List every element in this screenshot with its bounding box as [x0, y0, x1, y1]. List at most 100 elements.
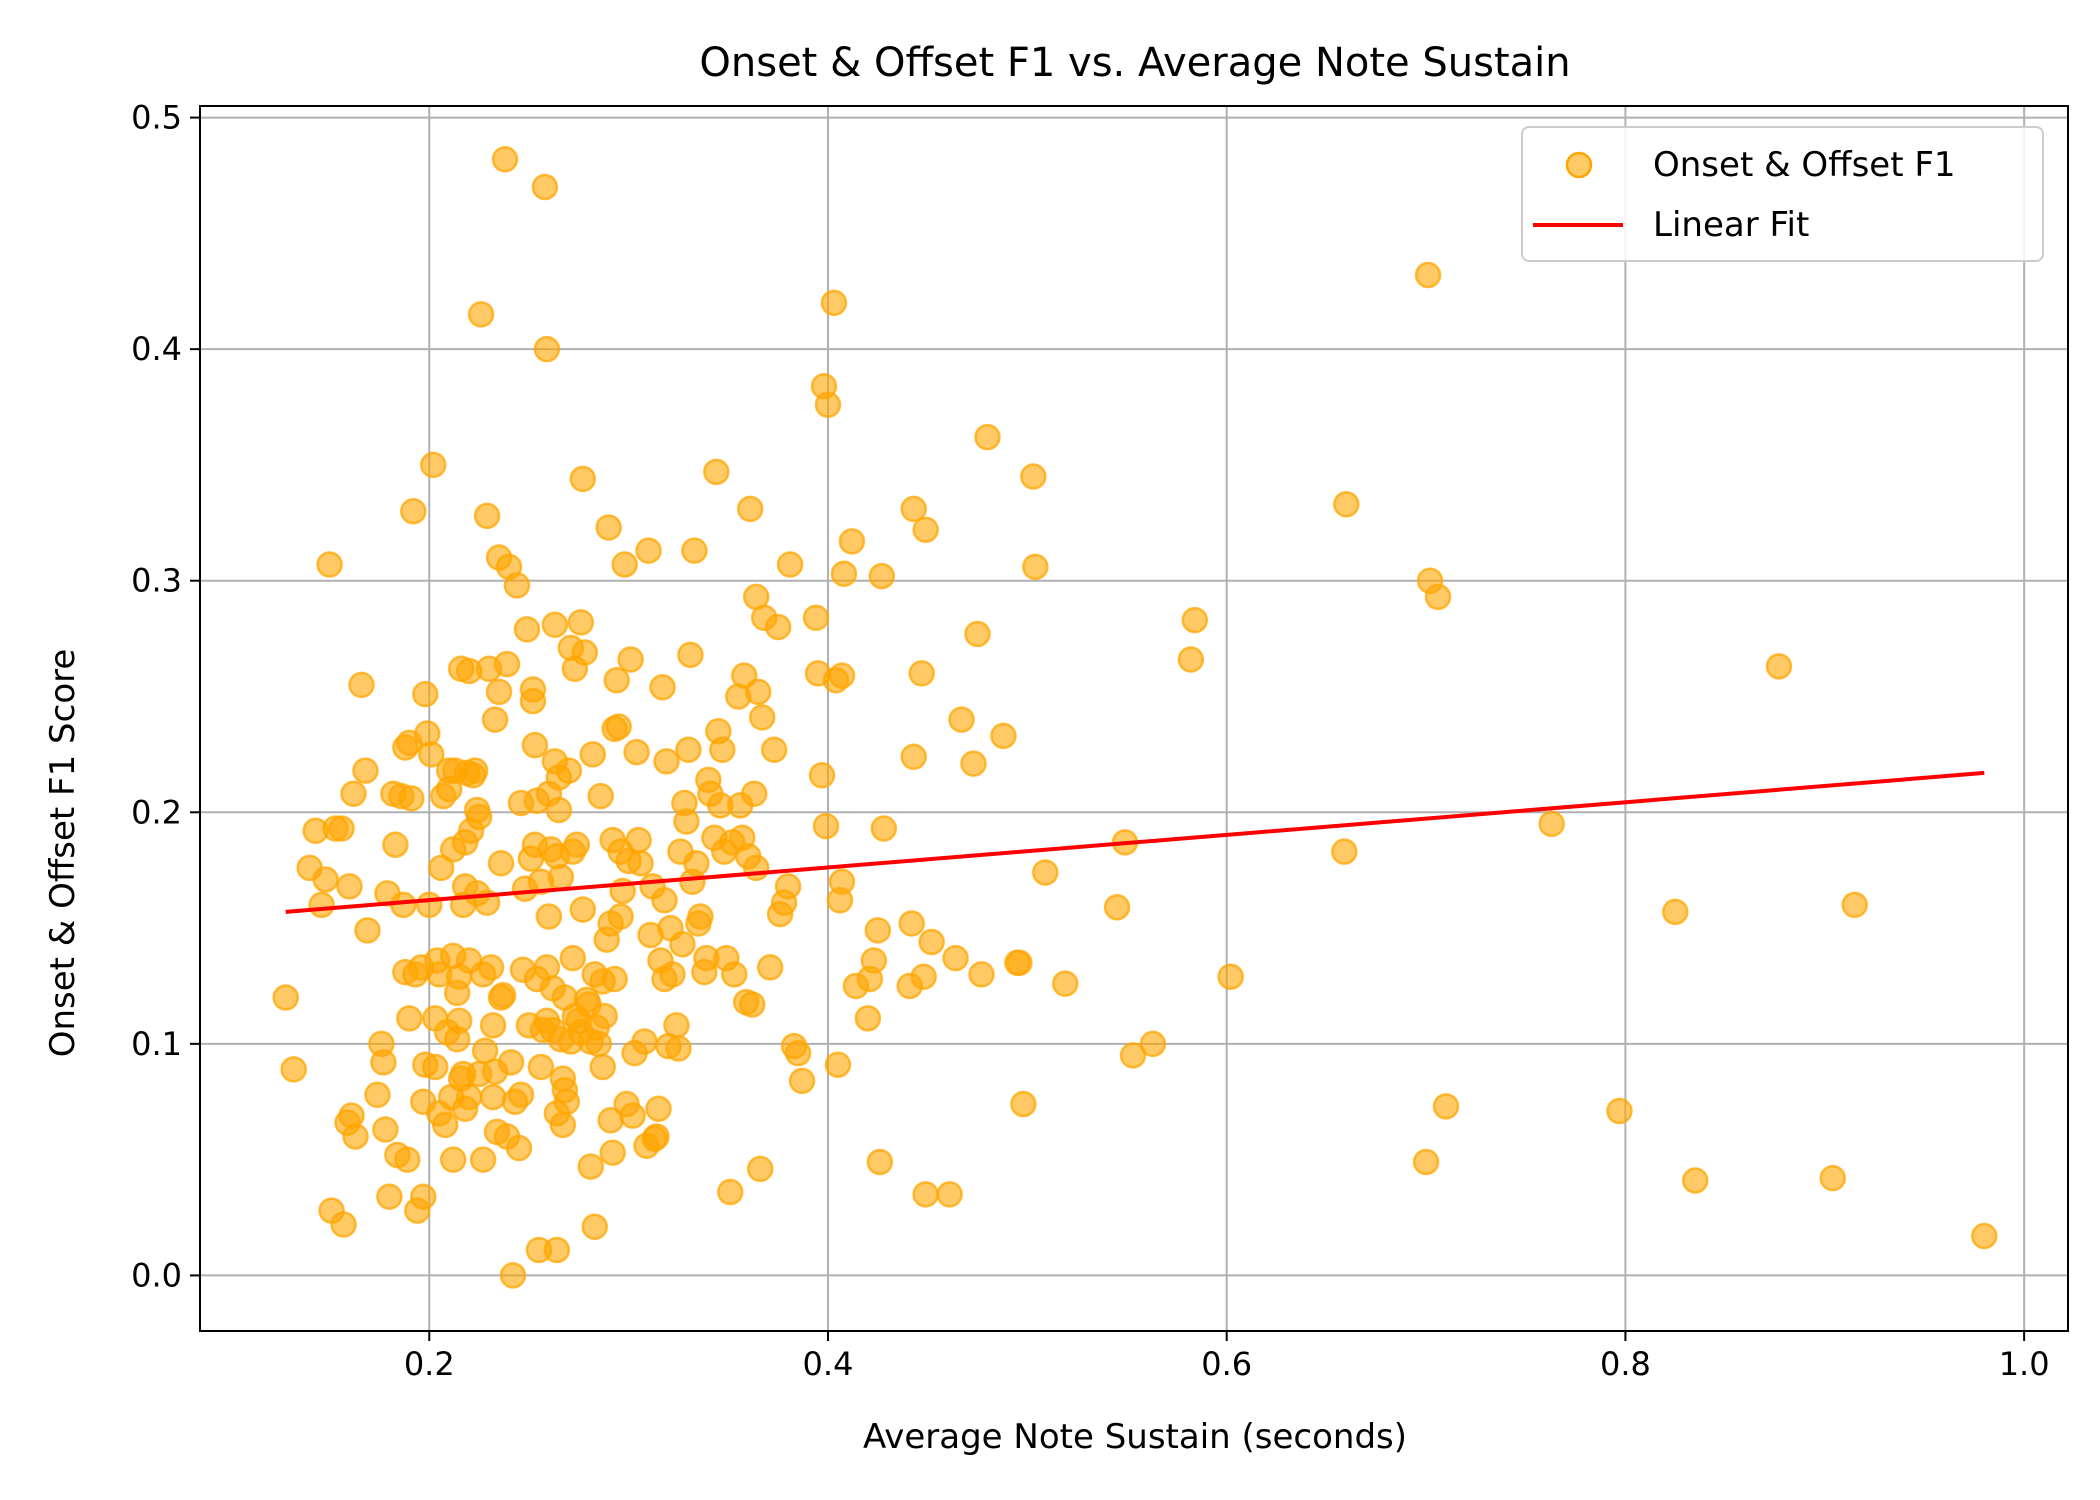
data-point: [675, 736, 702, 764]
legend-box: [1521, 126, 2044, 262]
data-point: [579, 741, 606, 768]
data-point: [683, 849, 710, 877]
data-point: [497, 1049, 525, 1076]
data-point: [416, 891, 443, 919]
data-point: [601, 965, 628, 993]
linear-fit-line: [285, 770, 1985, 914]
data-point: [627, 849, 654, 877]
data-point: [824, 1051, 852, 1078]
data-point: [1010, 1090, 1037, 1118]
data-point: [340, 780, 367, 808]
data-point: [1051, 970, 1079, 997]
y-tick-label: 0.1: [131, 1025, 182, 1063]
data-point: [820, 289, 848, 317]
data-point: [527, 1053, 555, 1081]
data-point: [549, 1111, 577, 1139]
data-point: [663, 1012, 690, 1039]
data-point: [669, 931, 696, 958]
data-point: [802, 604, 830, 632]
data-point: [469, 1146, 497, 1173]
data-point: [1432, 1093, 1460, 1120]
legend-label-scatter: Onset & Offset F1: [1653, 145, 1956, 185]
data-point: [942, 944, 969, 972]
data-point: [507, 1081, 535, 1109]
data-point: [643, 1123, 670, 1150]
y-tick-label: 0.3: [131, 562, 182, 600]
plot-frame: [199, 105, 2069, 1332]
data-point: [477, 954, 505, 981]
data-point: [990, 722, 1017, 750]
data-point: [491, 146, 519, 173]
data-point: [738, 991, 766, 1018]
data-point: [420, 451, 447, 479]
data-point: [742, 854, 770, 882]
data-point: [577, 1153, 604, 1180]
x-axis-ticks: 0.2 0.4 0.6 0.8 1.0: [404, 1331, 2050, 1383]
data-point: [681, 537, 708, 564]
scatter-points: [272, 146, 1998, 1289]
data-point: [736, 495, 764, 523]
data-point: [830, 560, 858, 588]
data-point: [461, 757, 489, 784]
data-point: [571, 639, 599, 666]
legend-label-fit: Linear Fit: [1653, 205, 1809, 245]
data-point: [1414, 261, 1442, 289]
data-point: [623, 738, 650, 766]
data-point: [1681, 1167, 1709, 1194]
data-point: [605, 713, 632, 740]
data-point: [665, 1035, 692, 1062]
data-point: [645, 1095, 672, 1122]
data-point: [354, 917, 381, 944]
data-point: [521, 731, 549, 759]
data-point: [396, 1005, 423, 1032]
data-point: [1412, 1148, 1440, 1176]
data-point: [910, 963, 937, 990]
data-point: [812, 812, 840, 840]
data-point: [611, 551, 638, 578]
data-point: [1103, 893, 1131, 921]
data-point: [918, 928, 945, 956]
data-point: [427, 854, 455, 882]
data-point: [746, 1155, 774, 1183]
data-point: [1606, 1097, 1633, 1125]
data-point: [400, 497, 427, 525]
data-point: [673, 808, 700, 835]
data-point: [948, 706, 975, 733]
chart-title: Onset & Offset F1 vs. Average Note Susta…: [699, 40, 1570, 86]
data-point: [619, 1102, 646, 1129]
data-point: [316, 551, 343, 578]
y-tick-label: 0.0: [131, 1256, 182, 1294]
data-point: [1538, 810, 1565, 838]
data-point: [533, 335, 561, 363]
data-point: [814, 391, 842, 418]
data-point: [964, 620, 991, 648]
data-point: [1971, 1222, 1998, 1250]
data-point: [394, 1146, 421, 1173]
data-point: [352, 757, 379, 784]
data-point: [541, 611, 569, 638]
data-point: [617, 646, 644, 673]
data-point: [587, 782, 614, 810]
data-point: [479, 1083, 507, 1111]
data-point: [503, 572, 531, 599]
data-point: [631, 1028, 658, 1055]
data-point: [687, 903, 714, 930]
y-axis-ticks: 0.0 0.1 0.2 0.3 0.4 0.5: [131, 99, 200, 1294]
data-point: [748, 704, 776, 731]
data-point: [342, 1123, 369, 1150]
data-point: [519, 676, 547, 703]
data-point: [559, 944, 587, 972]
data-point: [677, 641, 704, 669]
data-point: [774, 873, 802, 900]
data-point: [653, 748, 680, 775]
data-point: [481, 706, 509, 733]
data-point: [563, 831, 591, 858]
y-tick-label: 0.5: [131, 99, 182, 137]
data-point: [364, 1081, 391, 1109]
data-point: [370, 1049, 397, 1076]
data-point: [372, 1116, 399, 1143]
data-point: [1333, 491, 1360, 518]
data-point: [1139, 1030, 1167, 1058]
data-point: [382, 831, 409, 858]
